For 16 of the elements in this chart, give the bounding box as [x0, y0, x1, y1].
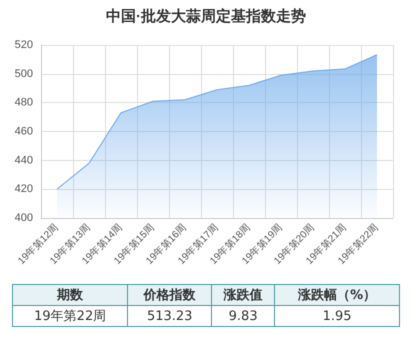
text: 涨跌值	[212, 284, 275, 306]
y-tick-label: 440	[14, 154, 33, 166]
y-tick-label: 420	[14, 183, 33, 196]
chart-title: 中国·批发大蒜周定基指数走势	[106, 7, 306, 25]
text: 价格指数	[128, 284, 212, 306]
text: 涨跌幅（%）	[274, 284, 400, 306]
text: 513.23	[128, 306, 212, 326]
text: 19年第22周	[12, 306, 128, 326]
text: 期数	[12, 284, 128, 306]
y-tick-label: 400	[14, 212, 33, 224]
y-tick-label: 460	[14, 126, 33, 138]
y-tick-label: 520	[14, 39, 33, 51]
y-tick-label: 480	[14, 96, 33, 109]
y-tick-label: 500	[14, 68, 33, 80]
text: 1.95	[274, 306, 400, 326]
text: 9.83	[212, 306, 275, 326]
